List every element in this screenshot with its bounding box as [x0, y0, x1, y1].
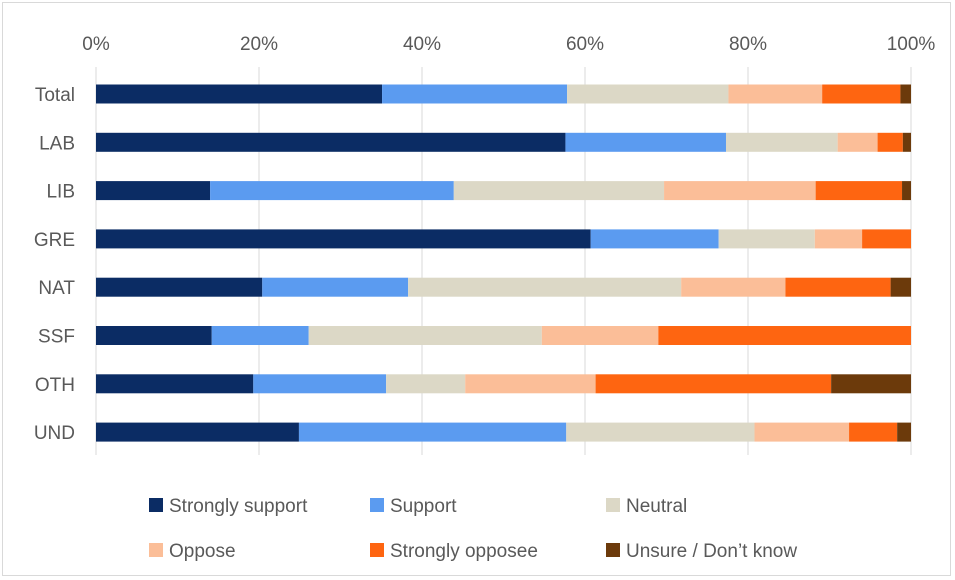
bar-segment — [831, 374, 911, 393]
bar-segment — [96, 326, 212, 345]
bar-segment — [382, 85, 567, 104]
bar-segment — [96, 181, 210, 200]
bar-segment — [262, 278, 408, 297]
category-label: UND — [34, 423, 75, 444]
bar-segment — [212, 326, 309, 345]
bar-segment — [878, 133, 903, 152]
bar-segment — [658, 326, 911, 345]
bar-segment — [408, 278, 681, 297]
bar-segment — [849, 423, 897, 442]
bar-segment — [816, 181, 902, 200]
bar-segment — [96, 278, 262, 297]
legend-label: Support — [390, 496, 457, 517]
bar-segment — [542, 326, 659, 345]
legend-label: Oppose — [169, 541, 236, 562]
bar-segment — [596, 374, 832, 393]
x-tick-label: 60% — [566, 34, 604, 55]
bar-segment — [902, 181, 911, 200]
bar-segment — [664, 181, 816, 200]
category-label: Total — [35, 85, 75, 106]
category-label: GRE — [34, 230, 75, 251]
category-label: NAT — [38, 278, 75, 299]
bar-segment — [862, 229, 911, 248]
category-label: OTH — [35, 375, 75, 396]
bar-segment — [681, 278, 785, 297]
bar-segment — [96, 374, 253, 393]
legend-swatch — [606, 543, 620, 557]
legend-swatch — [370, 498, 384, 512]
bar-segment — [728, 85, 822, 104]
bar-segment — [386, 374, 465, 393]
bar-segment — [591, 229, 719, 248]
bar-segment — [567, 85, 728, 104]
x-tick-label: 0% — [82, 34, 110, 55]
bar-segment — [96, 229, 591, 248]
stacked-bar-chart: 0% 20% 40% 60% 80% 100% Total LAB LIB GRE NAT SSF OT… — [3, 3, 952, 577]
bar-segment — [726, 133, 838, 152]
bar-segment — [900, 85, 911, 104]
legend-label: Strongly opposee — [390, 541, 538, 562]
x-tick-label: 100% — [887, 34, 936, 55]
bar-segment — [210, 181, 454, 200]
bar-segment — [465, 374, 595, 393]
legend-label: Neutral — [626, 496, 687, 517]
bar-segment — [785, 278, 890, 297]
bar-segment — [299, 423, 566, 442]
bar-segment — [897, 423, 911, 442]
bar-segment — [891, 278, 911, 297]
bar-segment — [309, 326, 542, 345]
bar-segment — [96, 133, 565, 152]
bar-segment — [838, 133, 878, 152]
legend-swatch — [149, 498, 163, 512]
category-label: LAB — [39, 133, 75, 154]
bar-segment — [96, 85, 382, 104]
bar-segment — [253, 374, 386, 393]
bar-segment — [903, 133, 911, 152]
bar-segment — [96, 423, 299, 442]
bar-segment — [815, 229, 862, 248]
bar-segment — [454, 181, 664, 200]
legend-label: Strongly support — [169, 496, 308, 517]
category-label: SSF — [38, 327, 75, 348]
legend-label: Unsure / Don’t know — [626, 541, 797, 562]
x-tick-label: 80% — [729, 34, 767, 55]
bar-segment — [565, 133, 726, 152]
bar-segment — [822, 85, 900, 104]
bar-segment — [566, 423, 754, 442]
x-tick-label: 40% — [403, 34, 441, 55]
x-tick-label: 20% — [240, 34, 278, 55]
legend-swatch — [149, 543, 163, 557]
bar-segment — [755, 423, 850, 442]
legend-swatch — [606, 498, 620, 512]
legend-swatch — [370, 543, 384, 557]
bar-segment — [719, 229, 815, 248]
category-label: LIB — [46, 182, 75, 203]
